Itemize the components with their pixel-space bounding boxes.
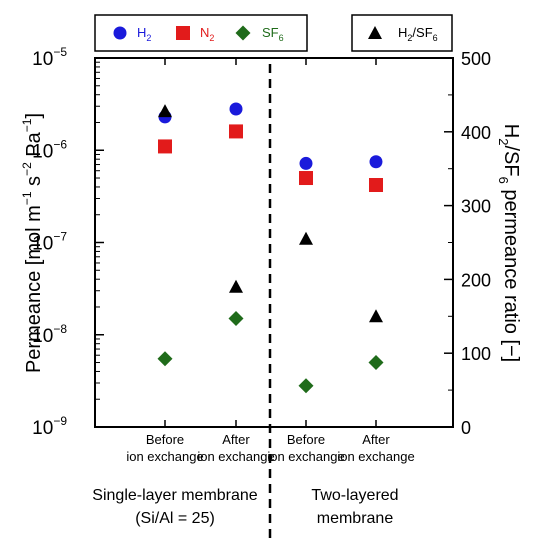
legend-box-right (351, 14, 453, 52)
category-label-line2: ion exchange (267, 449, 344, 464)
data-point-n2 (299, 171, 313, 186)
legend-label: H2 (137, 25, 151, 43)
data-point-n2 (229, 124, 243, 139)
data-point-sf6 (228, 311, 244, 327)
legend-label: SF6 (262, 25, 284, 43)
plot-frame (94, 57, 454, 428)
category-label-line1: After (222, 432, 250, 447)
group-label-line1: Two-layered (311, 487, 398, 504)
left-tick-label: 10−8 (32, 322, 67, 347)
right-tick-label: 0 (461, 418, 471, 438)
data-point-sf6 (298, 378, 314, 394)
left-axis-title: Permeance [mol m−1 s−2 Pa−1] (20, 113, 45, 373)
data-point-h2 (369, 155, 383, 169)
data-point-h2-sf6 (158, 104, 172, 118)
data-point-h2-sf6 (299, 231, 313, 245)
data-point-h2 (229, 102, 243, 116)
legend-label: H2/SF6 (398, 25, 438, 43)
category-label-line2: ion exchange (337, 449, 414, 464)
data-point-n2 (158, 139, 172, 154)
data-point-h2-sf6 (369, 309, 383, 323)
legend-marker (113, 26, 127, 40)
data-point-n2 (369, 178, 383, 193)
category-label-line1: Before (287, 432, 325, 447)
legend-label: N2 (200, 25, 214, 43)
category-label-line1: Before (146, 432, 184, 447)
data-point-h2-sf6 (229, 279, 243, 293)
group-label-line1: Single-layer membrane (92, 487, 258, 504)
category-label-line2: ion exchange (197, 449, 274, 464)
right-tick-label: 400 (461, 123, 491, 143)
legend-marker (368, 26, 382, 39)
right-tick-label: 200 (461, 270, 491, 290)
left-tick-label: 10−5 (32, 45, 67, 70)
data-point-sf6 (368, 355, 384, 371)
left-tick-label: 10−9 (32, 414, 67, 439)
right-tick-label: 100 (461, 344, 491, 364)
right-axis-title: H2/SF6 permeance ratio [−] (496, 124, 522, 362)
group-label-line2: membrane (317, 510, 394, 527)
right-tick-label: 300 (461, 197, 491, 217)
left-tick-label: 10−6 (32, 137, 67, 162)
right-tick-label: 500 (461, 49, 491, 69)
legend-marker (176, 26, 190, 40)
group-label-line2: (Si/Al = 25) (135, 510, 215, 527)
legend-box-left (94, 14, 308, 52)
legend-marker (235, 25, 251, 41)
category-label-line1: After (362, 432, 390, 447)
category-label-line2: ion exchange (126, 449, 203, 464)
data-point-h2 (299, 156, 313, 170)
data-point-sf6 (157, 351, 173, 367)
left-tick-label: 10−7 (32, 230, 67, 255)
